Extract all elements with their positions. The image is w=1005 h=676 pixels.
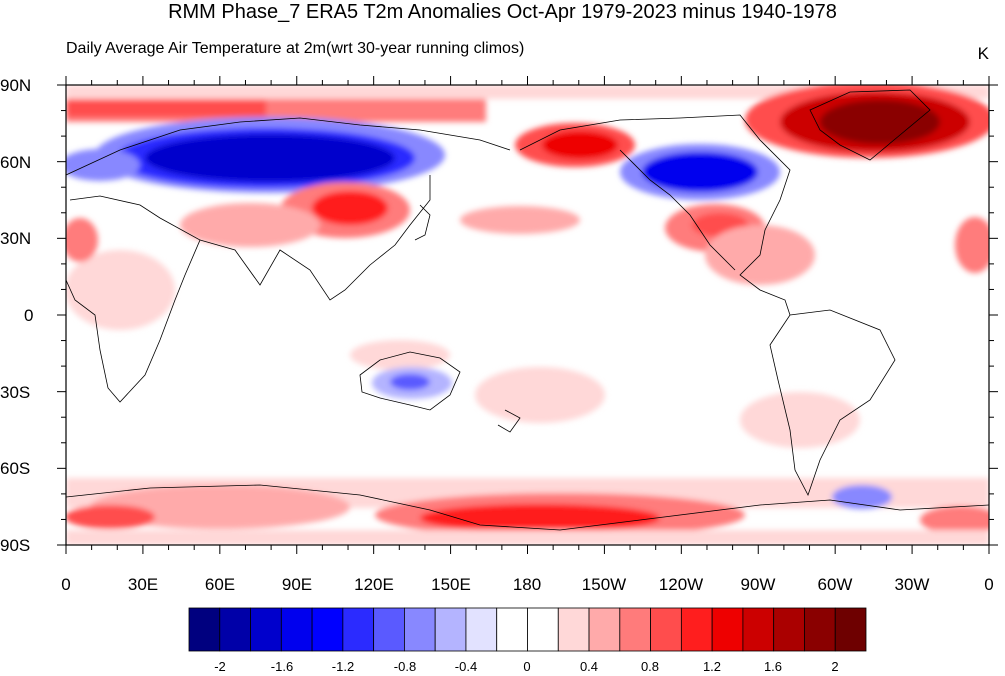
colorbar-swatch — [557, 607, 590, 652]
lon-label: 150E — [431, 575, 471, 594]
colorbar-label: -2 — [214, 659, 226, 674]
lon-label: 30W — [895, 575, 930, 594]
colorbar-label: 1.2 — [703, 659, 721, 674]
map-title: RMM Phase_7 ERA5 T2m Anomalies Oct-Apr 1… — [168, 1, 837, 23]
lat-label: 90S — [0, 536, 30, 555]
colorbar-swatch — [773, 607, 805, 652]
colorbar-swatch — [280, 607, 313, 652]
colorbar-label: -0.4 — [455, 659, 477, 674]
lon-label: 120W — [659, 575, 703, 594]
colorbar-swatch — [342, 607, 375, 652]
colorbar-label: 0.4 — [580, 659, 598, 674]
colorbar-swatch — [650, 607, 682, 652]
colorbar-swatch — [465, 607, 498, 652]
colorbar-swatch — [373, 607, 405, 652]
latitude-labels: 90N 60N 30N 0 30S 60S 90S — [0, 76, 33, 555]
colorbar-swatch — [434, 607, 467, 652]
lon-label: 90W — [741, 575, 776, 594]
lon-label: 150W — [582, 575, 626, 594]
colorbar — [188, 607, 867, 652]
units-label: K — [977, 44, 989, 63]
colorbar-label: -0.8 — [394, 659, 416, 674]
colorbar-swatch — [188, 607, 221, 652]
colorbar-swatch — [219, 607, 251, 652]
lon-label: 60E — [205, 575, 235, 594]
axis-ticks — [57, 76, 998, 554]
colorbar-swatch — [496, 607, 528, 652]
lon-label: 90E — [282, 575, 312, 594]
colorbar-swatch — [834, 607, 867, 652]
lat-label: 90N — [0, 76, 31, 95]
colorbar-swatch — [404, 607, 436, 652]
colorbar-label: 0 — [523, 659, 530, 674]
colorbar-label: 2 — [831, 659, 838, 674]
colorbar-swatch — [680, 607, 713, 652]
colorbar-labels: -2 -1.6 -1.2 -0.8 -0.4 0 0.4 0.8 1.2 1.6… — [214, 659, 838, 674]
map-subtitle: Daily Average Air Temperature at 2m(wrt … — [66, 40, 525, 57]
lon-label: 120E — [354, 575, 394, 594]
colorbar-label: 0.8 — [641, 659, 659, 674]
colorbar-label: 1.6 — [764, 659, 782, 674]
lat-label: 30N — [0, 229, 31, 248]
lon-label: 30E — [128, 575, 158, 594]
colorbar-swatch — [311, 607, 344, 652]
colorbar-swatch — [250, 607, 282, 652]
lat-label: 30S — [0, 383, 30, 402]
lon-label: 0 — [61, 575, 70, 594]
lat-label: 0 — [24, 306, 33, 325]
colorbar-label: -1.2 — [332, 659, 354, 674]
colorbar-swatch — [711, 607, 744, 652]
longitude-labels: 0 30E 60E 90E 120E 150E 180 150W 120W 90… — [61, 575, 993, 594]
anomaly-field — [66, 85, 989, 545]
lat-label: 60S — [0, 459, 30, 478]
colorbar-swatch — [588, 607, 621, 652]
lat-label: 60N — [0, 153, 31, 172]
colorbar-swatch — [619, 607, 651, 652]
coastlines — [66, 89, 989, 531]
colorbar-swatch — [527, 607, 559, 652]
colorbar-label: -1.6 — [271, 659, 293, 674]
lon-label: 60W — [818, 575, 853, 594]
colorbar-swatch — [804, 607, 836, 652]
colorbar-swatch — [742, 607, 775, 652]
lon-label: 0 — [984, 575, 993, 594]
lon-label: 180 — [513, 575, 541, 594]
